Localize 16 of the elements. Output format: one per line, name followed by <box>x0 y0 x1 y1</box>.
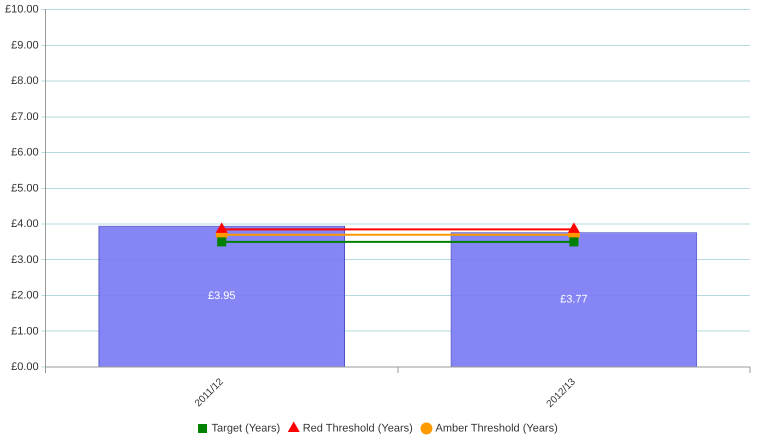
y-tick-label: £10.00 <box>4 4 39 16</box>
y-tick-label: £6.00 <box>11 146 39 159</box>
y-tick-label: £7.00 <box>11 110 39 123</box>
legend-label: Amber Threshold (Years) <box>435 422 558 435</box>
y-tick-label: £3.00 <box>11 254 39 266</box>
y-tick-label: £4.00 <box>11 218 39 230</box>
y-tick-label: £5.00 <box>11 182 39 194</box>
data-label: £3.95 <box>208 290 236 302</box>
y-tick-label: £8.00 <box>11 75 39 88</box>
y-tick-label: £0.00 <box>11 360 39 373</box>
y-tick-label: £2.00 <box>11 290 39 302</box>
y-tick-label: £9.00 <box>11 39 39 52</box>
legend-label: Target (Years) <box>212 422 280 435</box>
y-tick-label: £1.00 <box>11 325 39 338</box>
data-label: £3.77 <box>560 293 588 306</box>
legend-label: Red Threshold (Years) <box>302 422 413 435</box>
